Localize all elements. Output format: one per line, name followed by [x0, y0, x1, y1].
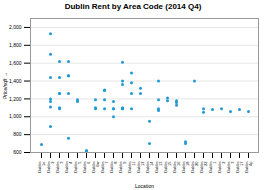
svg-text:Dublin8: Dublin8: [109, 161, 118, 173]
svg-text:Dublin17: Dublin17: [235, 161, 244, 173]
svg-text:Dublin12: Dublin12: [136, 161, 145, 173]
svg-text:Dublin1o: Dublin1o: [37, 161, 46, 173]
svg-text:Dublin6w: Dublin6w: [91, 161, 100, 172]
svg-text:1,600: 1,600: [9, 60, 22, 66]
svg-text:1,800: 1,800: [9, 42, 22, 48]
svg-text:1,000: 1,000: [9, 113, 22, 119]
svg-text:1,400: 1,400: [9, 78, 22, 84]
svg-text:Dublin4: Dublin4: [64, 161, 73, 173]
svg-text:Dublin16: Dublin16: [172, 161, 181, 173]
svg-text:800: 800: [13, 131, 22, 137]
svg-text:Location: Location: [135, 183, 154, 189]
svg-text:2,000: 2,000: [9, 24, 22, 30]
svg-text:Dublin2: Dublin2: [217, 161, 226, 173]
svg-text:Dublin14: Dublin14: [145, 161, 154, 173]
svg-text:Dublin18: Dublin18: [181, 161, 190, 173]
svg-text:Dublin11: Dublin11: [127, 161, 136, 173]
svg-text:Dublin3: Dublin3: [55, 161, 64, 173]
svg-text:1,200: 1,200: [9, 96, 22, 102]
svg-text:Dublin9: Dublin9: [118, 161, 127, 173]
svg-text:Dublin4p: Dublin4p: [244, 161, 253, 173]
svg-text:Dublin13: Dublin13: [154, 161, 163, 173]
svg-text:Dublin22: Dublin22: [199, 161, 208, 173]
svg-text:600: 600: [13, 149, 22, 155]
svg-text:Dublin15: Dublin15: [163, 161, 172, 173]
svg-text:Dublin5: Dublin5: [73, 161, 82, 173]
svg-text:Dublin6: Dublin6: [82, 161, 91, 173]
svg-text:Dublin7: Dublin7: [100, 161, 109, 173]
html-text:Dublin Rent by Area Code (2014: Dublin Rent by Area Code (2014 Q4): [64, 2, 202, 11]
svg-text:Dublin20: Dublin20: [190, 161, 199, 173]
svg-text:Dublin1: Dublin1: [208, 161, 217, 173]
svg-text:Dublin2: Dublin2: [46, 161, 55, 173]
svg-text:Price/sqft →: Price/sqft →: [2, 72, 8, 99]
svg-text:Dublin3: Dublin3: [226, 161, 235, 173]
